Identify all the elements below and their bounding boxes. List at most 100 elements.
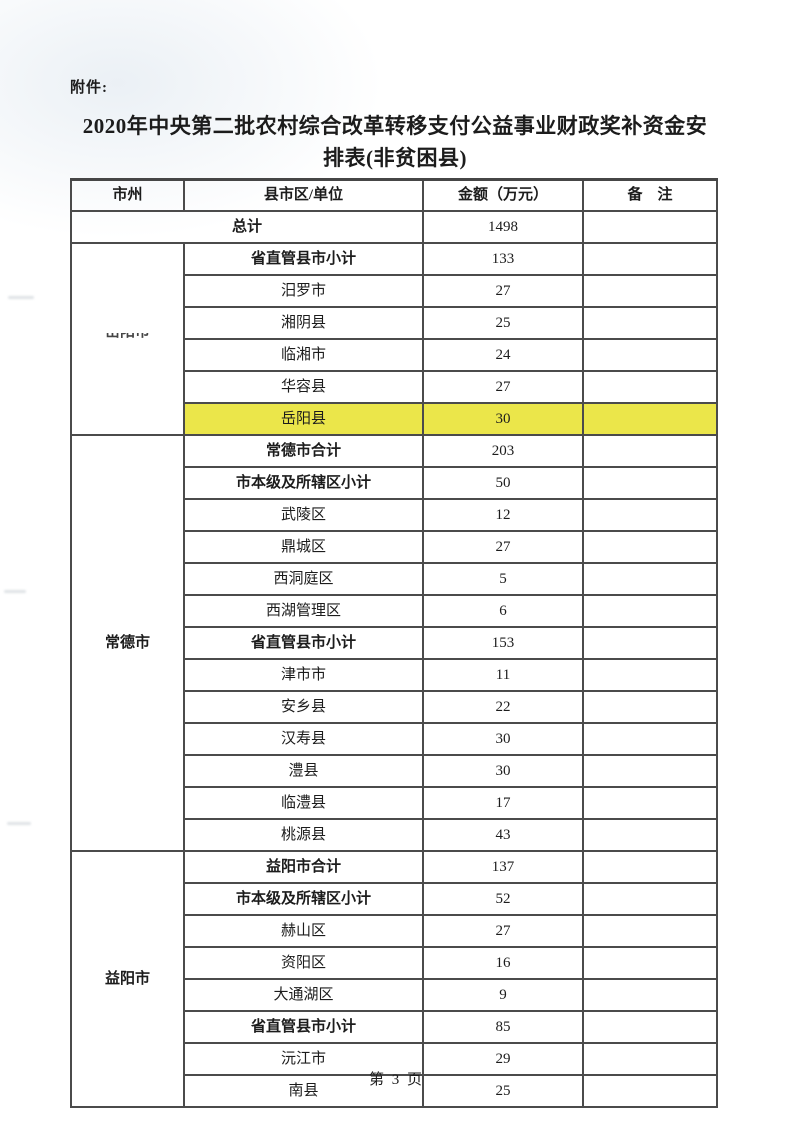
remark-cell [582, 210, 718, 244]
title-line-2: 排表(非贫困县) [323, 146, 467, 170]
unit-cell: 南县 [183, 1074, 424, 1108]
table-row: 津市市 11 [71, 658, 718, 692]
remark-cell [582, 914, 718, 948]
title-line-1: 2020年中央第二批农村综合改革转移支付公益事业财政奖补资金安 [82, 114, 708, 138]
amount-cell: 29 [422, 1042, 584, 1076]
remark-cell [582, 1010, 718, 1044]
amount-cell: 6 [422, 594, 584, 628]
unit-cell: 大通湖区 [183, 978, 424, 1012]
unit-cell: 常德市合计 [183, 434, 424, 468]
unit-cell: 安乡县 [183, 690, 424, 724]
amount-cell: 30 [422, 722, 584, 756]
amount-cell: 17 [422, 786, 584, 820]
table-row: 西洞庭区 5 [71, 562, 718, 596]
highlighted-row: 岳阳县 30 [71, 402, 718, 436]
table-row: 常德市 常德市合计 203 [70, 434, 718, 852]
remark-cell [582, 594, 718, 628]
total-label-cell: 总计 [70, 210, 424, 244]
remark-cell [582, 818, 718, 852]
amount-cell: 30 [422, 754, 584, 788]
unit-cell: 赫山区 [183, 914, 424, 948]
amount-cell: 11 [422, 658, 584, 692]
unit-cell: 桃源县 [183, 818, 424, 852]
amount-cell: 25 [422, 1074, 584, 1108]
table-row: 湘阴县 25 [71, 306, 718, 340]
remark-cell [582, 658, 718, 692]
amount-cell: 12 [422, 498, 584, 532]
amount-cell: 133 [422, 242, 584, 276]
table-row: 南县 25 [71, 1074, 718, 1108]
remark-cell [582, 338, 718, 372]
unit-cell: 益阳市合计 [183, 850, 424, 884]
city-cell-changde: 常德市 [70, 434, 185, 852]
remark-cell [582, 722, 718, 756]
remark-cell [582, 402, 718, 436]
page-number: 第 3 页 [368, 1072, 424, 1088]
col-header-city: 市州 [70, 178, 185, 212]
amount-cell: 30 [422, 402, 584, 436]
table-row: 桃源县 43 [71, 818, 718, 852]
remark-cell [582, 978, 718, 1012]
allocation-table: 市州 县市区/单位 金额（万元） 备 注 总计 1498 岳阳市 省直管县市小计… [70, 178, 718, 1108]
table-row: 临湘市 24 [71, 338, 718, 372]
unit-cell: 鼎城区 [183, 530, 424, 564]
amount-cell: 5 [422, 562, 584, 596]
unit-cell: 沅江市 [183, 1042, 424, 1076]
table-row: 沅江市 29 [71, 1042, 718, 1076]
unit-cell: 市本级及所辖区小计 [183, 466, 424, 500]
unit-cell: 汨罗市 [183, 274, 424, 308]
remark-cell [582, 434, 718, 468]
table-row: 西湖管理区 6 [71, 594, 718, 628]
remark-cell [582, 786, 718, 820]
unit-cell: 省直管县市小计 [183, 1010, 424, 1044]
table-row: 赫山区 27 [71, 914, 718, 948]
col-header-remark: 备 注 [582, 178, 718, 212]
table-row: 大通湖区 9 [71, 978, 718, 1012]
amount-cell: 153 [422, 626, 584, 660]
unit-cell: 资阳区 [183, 946, 424, 980]
table-row: 鼎城区 27 [71, 530, 718, 564]
table-row: 市本级及所辖区小计 50 [71, 466, 718, 500]
table-row: 汉寿县 30 [71, 722, 718, 756]
amount-cell: 9 [422, 978, 584, 1012]
amount-cell: 1498 [422, 210, 584, 244]
table-row: 汨罗市 27 [71, 274, 718, 308]
remark-cell [582, 466, 718, 500]
table-row: 资阳区 16 [71, 946, 718, 980]
table-row: 临澧县 17 [71, 786, 718, 820]
amount-cell: 52 [422, 882, 584, 916]
col-header-unit: 县市区/单位 [183, 178, 424, 212]
table-row: 益阳市 益阳市合计 137 [70, 850, 718, 1108]
unit-cell: 岳阳县 [183, 402, 424, 436]
unit-cell: 武陵区 [183, 498, 424, 532]
amount-cell: 27 [422, 914, 584, 948]
total-row: 总计 1498 [70, 210, 718, 244]
remark-cell [582, 1074, 718, 1108]
amount-cell: 50 [422, 466, 584, 500]
amount-cell: 27 [422, 370, 584, 404]
remark-cell [582, 274, 718, 308]
scan-mark [7, 822, 31, 825]
remark-cell [582, 530, 718, 564]
table-row: 市本级及所辖区小计 52 [71, 882, 718, 916]
amount-cell: 16 [422, 946, 584, 980]
amount-cell: 137 [422, 850, 584, 884]
unit-cell: 省直管县市小计 [183, 626, 424, 660]
unit-cell: 临湘市 [183, 338, 424, 372]
unit-cell: 湘阴县 [183, 306, 424, 340]
remark-cell [582, 754, 718, 788]
amount-cell: 203 [422, 434, 584, 468]
remark-cell [582, 306, 718, 340]
remark-cell [582, 626, 718, 660]
table-row: 武陵区 12 [71, 498, 718, 532]
table-row: 省直管县市小计 85 [71, 1010, 718, 1044]
remark-cell [582, 690, 718, 724]
document-title: 2020年中央第二批农村综合改革转移支付公益事业财政奖补资金安 排表(非贫困县) [55, 110, 735, 174]
unit-cell: 省直管县市小计 [183, 242, 424, 276]
header-row: 市州 县市区/单位 金额（万元） 备 注 [70, 178, 718, 212]
remark-cell [582, 1042, 718, 1076]
amount-cell: 85 [422, 1010, 584, 1044]
remark-cell [582, 370, 718, 404]
amount-cell: 43 [422, 818, 584, 852]
amount-cell: 27 [422, 274, 584, 308]
